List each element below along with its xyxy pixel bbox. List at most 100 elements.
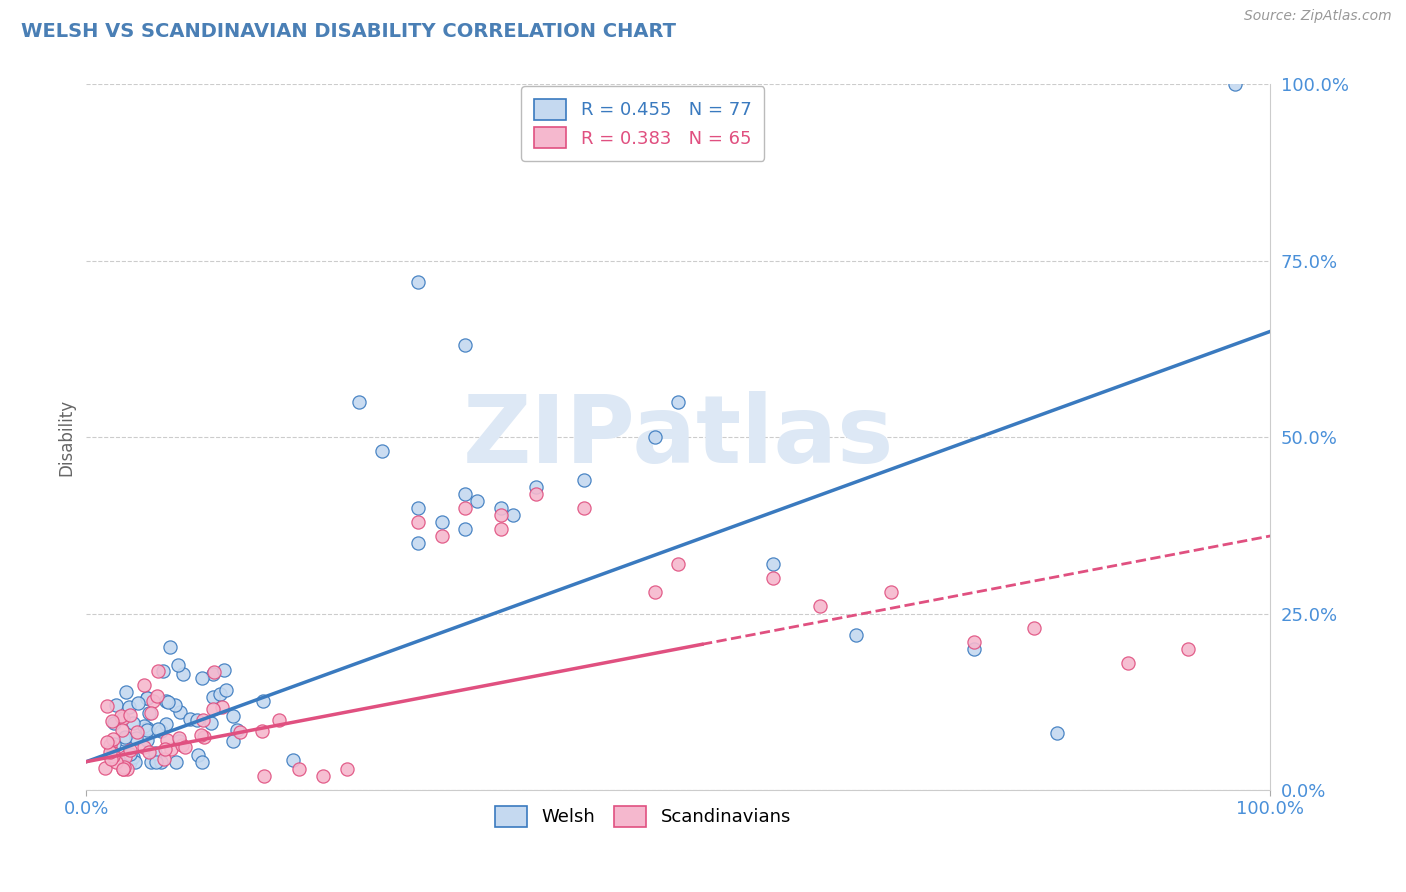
Point	[226, 723, 249, 738]
Point	[125, 724, 148, 739]
Point	[163, 698, 186, 713]
Point	[110, 709, 132, 723]
Point	[155, 694, 177, 708]
Point	[111, 723, 134, 737]
Point	[963, 634, 986, 648]
Point	[101, 714, 124, 728]
Point	[114, 685, 136, 699]
Point	[202, 665, 225, 679]
Point	[644, 585, 666, 599]
Point	[406, 275, 429, 289]
Point	[229, 725, 252, 739]
Point	[136, 723, 159, 737]
Point	[502, 508, 524, 522]
Point	[139, 755, 162, 769]
Point	[138, 745, 160, 759]
Point	[465, 493, 488, 508]
Point	[138, 706, 160, 721]
Point	[98, 738, 121, 752]
Point	[135, 733, 157, 747]
Point	[167, 657, 190, 672]
Point	[336, 762, 359, 776]
Point	[146, 722, 169, 736]
Point	[191, 714, 214, 728]
Point	[253, 769, 276, 783]
Point	[524, 479, 547, 493]
Point	[167, 731, 190, 745]
Point	[252, 724, 274, 739]
Point	[139, 706, 162, 721]
Point	[152, 752, 174, 766]
Point	[190, 755, 212, 769]
Point	[489, 522, 512, 536]
Point	[174, 739, 197, 754]
Point	[200, 716, 222, 731]
Point	[187, 747, 209, 762]
Point	[112, 711, 135, 725]
Point	[222, 709, 245, 723]
Point	[406, 536, 429, 550]
Point	[1022, 621, 1045, 635]
Point	[172, 667, 194, 681]
Point	[98, 745, 121, 759]
Point	[666, 395, 689, 409]
Point	[644, 430, 666, 444]
Point	[208, 687, 231, 701]
Point	[406, 500, 429, 515]
Point	[160, 742, 183, 756]
Point	[149, 755, 172, 769]
Point	[167, 734, 190, 748]
Point	[143, 746, 166, 760]
Point	[572, 473, 595, 487]
Point	[762, 557, 785, 571]
Point	[288, 762, 311, 776]
Point	[157, 695, 180, 709]
Point	[111, 762, 134, 776]
Point	[810, 599, 832, 614]
Point	[134, 678, 156, 692]
Point	[165, 755, 187, 769]
Point	[454, 338, 477, 352]
Point	[146, 664, 169, 678]
Point	[347, 395, 370, 409]
Point	[312, 769, 335, 783]
Point	[406, 515, 429, 529]
Point	[1046, 726, 1069, 740]
Point	[201, 667, 224, 681]
Point	[118, 743, 141, 757]
Point	[211, 699, 233, 714]
Point	[186, 713, 208, 727]
Point	[104, 698, 127, 712]
Point	[124, 731, 146, 745]
Point	[454, 522, 477, 536]
Point	[430, 515, 453, 529]
Point	[117, 748, 139, 763]
Y-axis label: Disability: Disability	[58, 399, 75, 475]
Point	[215, 682, 238, 697]
Point	[100, 752, 122, 766]
Point	[112, 762, 135, 776]
Point	[371, 444, 394, 458]
Point	[120, 755, 142, 769]
Point	[101, 746, 124, 760]
Point	[103, 715, 125, 730]
Point	[152, 664, 174, 678]
Point	[132, 719, 155, 733]
Point	[153, 742, 176, 756]
Point	[572, 500, 595, 515]
Point	[103, 737, 125, 751]
Point	[201, 702, 224, 716]
Point	[1177, 641, 1199, 656]
Point	[145, 755, 167, 769]
Point	[190, 728, 212, 742]
Point	[117, 700, 139, 714]
Point	[179, 712, 201, 726]
Point	[118, 708, 141, 723]
Point	[150, 724, 173, 739]
Point	[156, 733, 179, 747]
Point	[105, 755, 128, 769]
Point	[132, 740, 155, 755]
Point	[136, 691, 159, 706]
Point	[120, 747, 142, 761]
Point	[112, 732, 135, 747]
